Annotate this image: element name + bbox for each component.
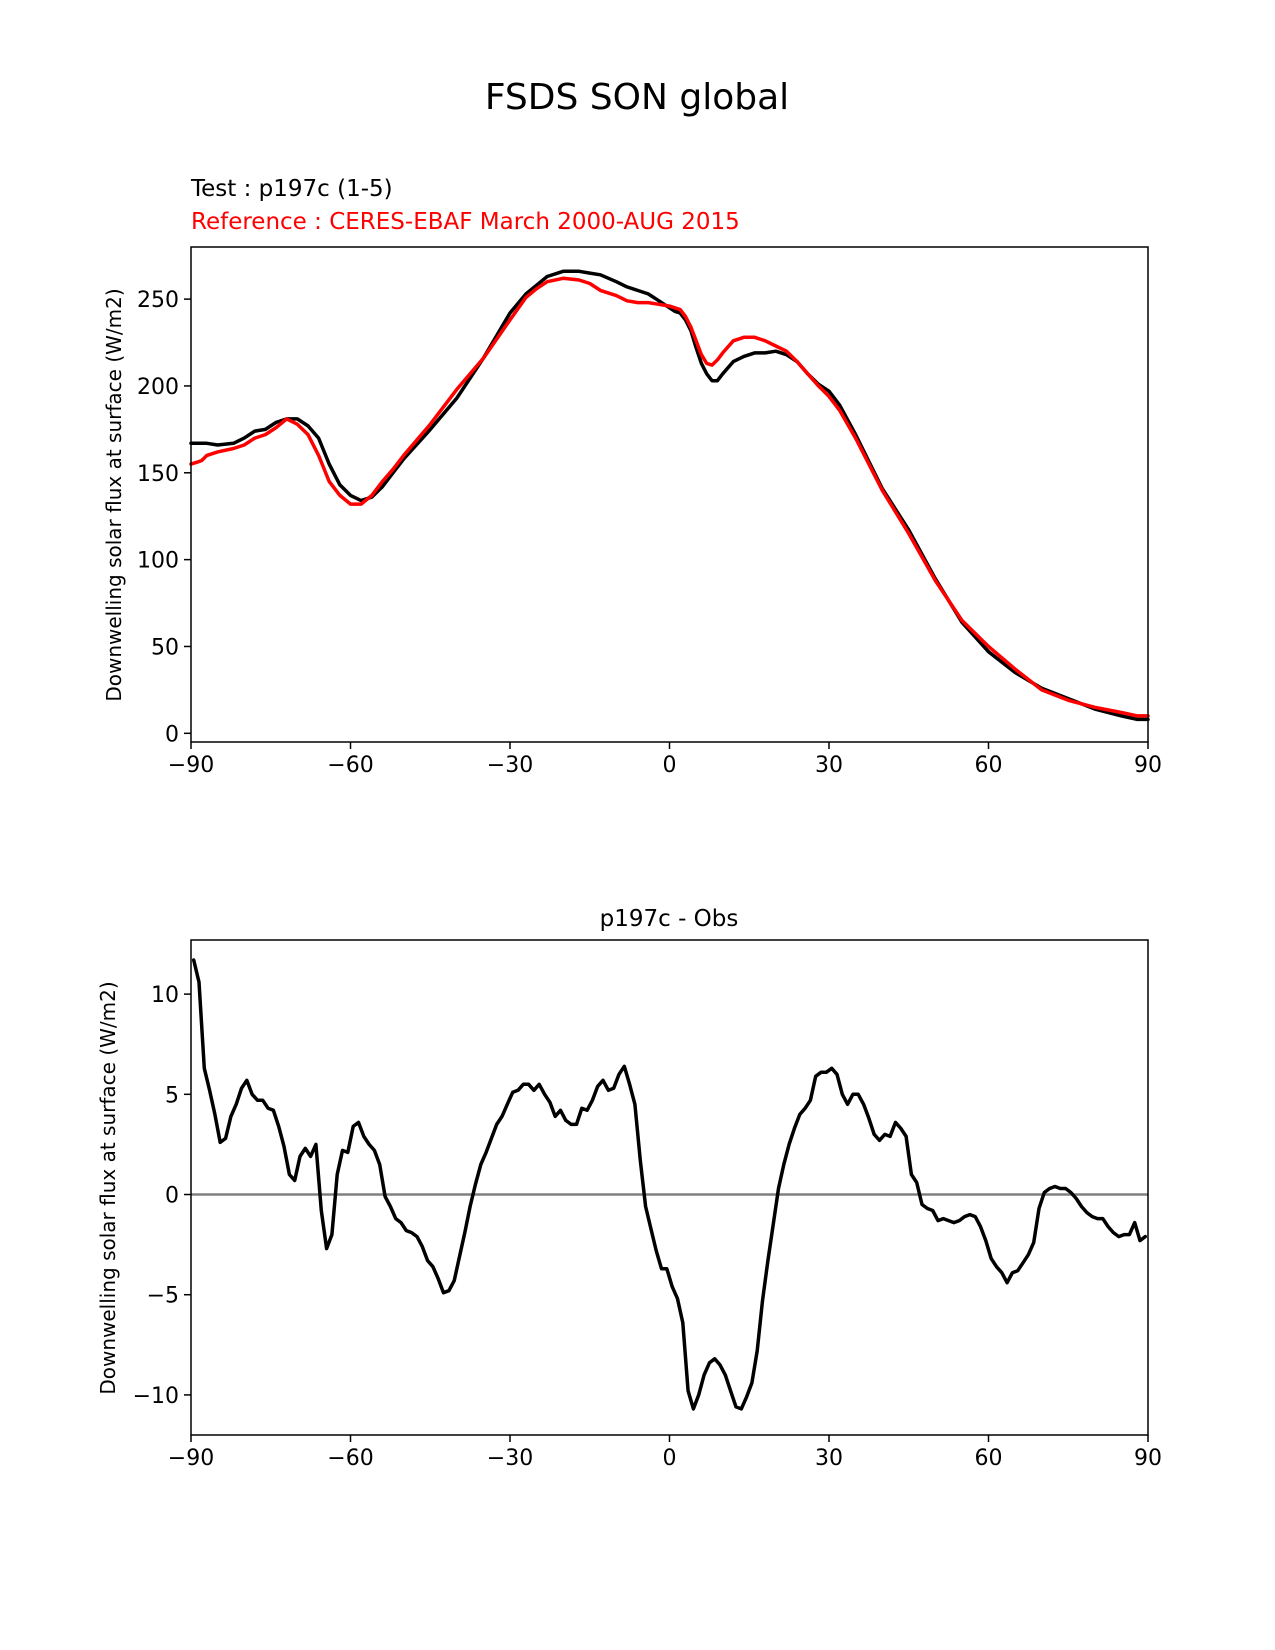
y-tick-label: 5: [165, 1083, 179, 1108]
x-tick-label: 30: [815, 753, 843, 778]
top-series-layer: [189, 269, 1150, 722]
x-tick-label: 60: [975, 753, 1003, 778]
bottom-y-axis: −10 −5 0 5 10: [133, 983, 191, 1409]
bottom-panel-y-axis-label: Downwelling solar flux at surface (W/m2): [96, 981, 120, 1394]
top-panel-test-title: Test : p197c (1-5): [190, 176, 393, 202]
x-tick-label: 0: [663, 753, 677, 778]
x-tick-label: −60: [327, 753, 373, 778]
bottom-series-layer: [191, 958, 1148, 1411]
y-tick-label: 200: [137, 375, 179, 400]
x-tick-label: 30: [815, 1446, 843, 1471]
series-line-2: [189, 276, 1150, 718]
y-tick-label: −5: [147, 1284, 179, 1309]
top-panel: Test : p197c (1-5) Reference : CERES-EBA…: [102, 176, 1162, 778]
x-tick-label: −30: [487, 753, 533, 778]
y-tick-label: 0: [165, 1184, 179, 1209]
figure-suptitle: FSDS SON global: [485, 77, 789, 118]
x-tick-label: 60: [975, 1446, 1003, 1471]
x-tick-label: −90: [168, 1446, 214, 1471]
top-plot-frame: [190, 246, 1149, 743]
bottom-x-axis: −90 −60 −30 0 30 60 90: [168, 1435, 1162, 1471]
x-tick-label: 0: [663, 1446, 677, 1471]
y-tick-label: −10: [133, 1384, 179, 1409]
bottom-plot-frame: [190, 939, 1149, 1436]
x-tick-label: −30: [487, 1446, 533, 1471]
y-tick-label: 150: [137, 462, 179, 487]
y-tick-label: 10: [151, 983, 179, 1008]
top-x-axis: −90 −60 −30 0 30 60 90: [168, 742, 1162, 778]
y-tick-label: 100: [137, 549, 179, 574]
bottom-panel: p197c - Obs Downwelling solar flux at su…: [96, 906, 1162, 1471]
y-tick-label: 250: [137, 288, 179, 313]
y-tick-label: 0: [165, 722, 179, 747]
top-panel-reference-title: Reference : CERES-EBAF March 2000-AUG 20…: [191, 209, 740, 235]
series-line-1: [191, 958, 1148, 1411]
top-panel-y-axis-label: Downwelling solar flux at surface (W/m2): [102, 288, 126, 701]
x-tick-label: 90: [1134, 753, 1162, 778]
y-tick-label: 50: [151, 635, 179, 660]
x-tick-label: −60: [327, 1446, 373, 1471]
x-tick-label: −90: [168, 753, 214, 778]
top-y-axis: 0 50 100 150 200 250: [137, 288, 191, 747]
x-tick-label: 90: [1134, 1446, 1162, 1471]
bottom-panel-title: p197c - Obs: [600, 906, 739, 932]
